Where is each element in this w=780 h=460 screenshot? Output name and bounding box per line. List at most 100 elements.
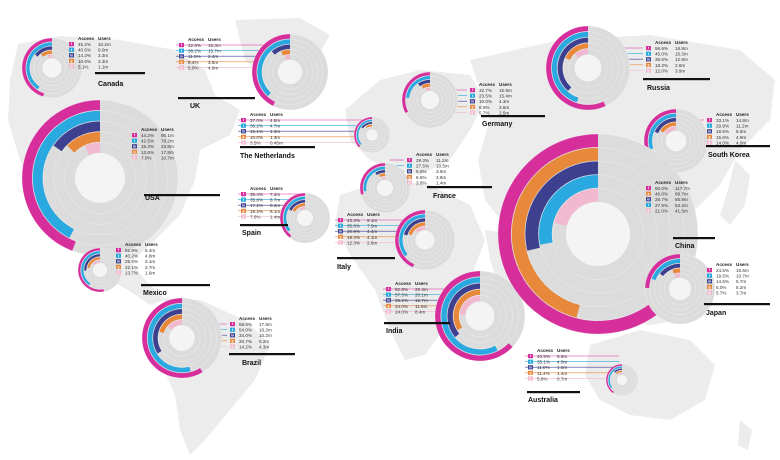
spain-access-value: 17.2% bbox=[250, 203, 263, 208]
brazil-users-value: 17.8m bbox=[259, 322, 272, 327]
pinterest-icon bbox=[707, 290, 712, 295]
india-ring-google-plus bbox=[453, 289, 480, 331]
pinterest-icon bbox=[407, 180, 412, 185]
russia-users-value: 18.8m bbox=[675, 46, 688, 51]
south-korea-ring-facebook bbox=[644, 109, 676, 157]
twitter-glyph: t bbox=[648, 203, 650, 207]
the-netherlands-stats-table: Access Users f 37.0% 4.8m t 36.2% 4.7m in 15.1% 1.… bbox=[240, 112, 315, 160]
twitter-glyph: t bbox=[232, 328, 234, 332]
russia-users-value: 12.9m bbox=[675, 57, 688, 62]
australia-users-value: 1.5m bbox=[557, 365, 567, 370]
mexico-chart-hole bbox=[92, 262, 108, 278]
usa-chart bbox=[21, 99, 179, 257]
pinterest-icon bbox=[646, 208, 651, 213]
uk-ring-google-plus bbox=[281, 49, 290, 56]
china-access-value: 46.0% bbox=[655, 192, 668, 197]
the-netherlands-ring-linkedin bbox=[361, 121, 372, 129]
china-ring-facebook bbox=[497, 134, 657, 335]
pinterest-icon bbox=[69, 64, 74, 69]
south-korea-header-access: Access bbox=[716, 112, 733, 117]
spain-ring-facebook bbox=[279, 193, 305, 238]
twitter-icon bbox=[179, 48, 184, 53]
germany-ring-separator bbox=[413, 83, 447, 117]
australia-users-value: 4.0m bbox=[557, 360, 567, 365]
australia-divider-bar bbox=[527, 391, 580, 394]
uk-ring-separator bbox=[256, 38, 324, 106]
china-ring-separator bbox=[497, 133, 699, 335]
russia-stats-table: Access Users f 56.9% 18.8m t 45.0% 15.3m in 38.6%… bbox=[643, 40, 710, 92]
mexico-ring-separator bbox=[89, 259, 111, 281]
germany-divider-bar bbox=[481, 115, 545, 118]
china-ring-linkedin bbox=[525, 161, 598, 251]
linkedin-glyph: in bbox=[117, 259, 120, 263]
google-plus-icon bbox=[646, 191, 651, 196]
spain-ring-google-plus bbox=[292, 203, 305, 212]
linkedin-icon bbox=[707, 129, 712, 134]
mexico-users-value: 1.6m bbox=[145, 270, 155, 275]
spain-users-value: 5.1m bbox=[270, 209, 280, 214]
usa-ring-separator bbox=[53, 131, 147, 225]
linkedin-glyph: in bbox=[180, 54, 183, 58]
the-netherlands-users-value: 1.3m bbox=[270, 135, 280, 140]
india-access-value: 57.5% bbox=[395, 293, 408, 298]
canada-users-value: 3.3m bbox=[98, 53, 108, 58]
india-header-users: Users bbox=[415, 281, 428, 286]
mexico-access-value: 25.6% bbox=[125, 259, 138, 264]
india-ring-separator bbox=[459, 295, 501, 337]
france-ring-pinterest bbox=[382, 176, 385, 180]
linkedin-glyph: in bbox=[529, 365, 532, 369]
australia-access-value: 11.4% bbox=[537, 371, 550, 376]
usa-divider-bar bbox=[144, 194, 220, 197]
usa-country-label: USA bbox=[145, 195, 160, 202]
russia-access-value: 45.0% bbox=[655, 52, 668, 57]
brazil-header-users: Users bbox=[259, 316, 272, 321]
south-korea-stats-table: Access Users f 33.1% 14.8m t 29.9% 11.2m in 18.5%… bbox=[706, 112, 770, 159]
germany-chart bbox=[401, 71, 459, 129]
france-chart bbox=[359, 162, 411, 214]
france-divider-bar bbox=[427, 186, 492, 189]
canada-chart bbox=[21, 37, 83, 99]
the-netherlands-header-users: Users bbox=[270, 112, 283, 117]
google-plus-icon bbox=[470, 104, 475, 109]
twitter-icon bbox=[707, 273, 712, 278]
italy-ring-linkedin bbox=[403, 218, 425, 236]
india-ring-separator bbox=[440, 276, 520, 356]
uk-chart bbox=[251, 33, 329, 111]
germany-access-value: 5.7% bbox=[479, 110, 489, 115]
france-stats-table: Access Users f 29.3% 11.2m t 27.5% 10.5m in 9.0% 3… bbox=[407, 152, 492, 200]
australia-ring-separator bbox=[607, 365, 637, 395]
russia-chart bbox=[545, 25, 631, 111]
brazil-stats-table: Access Users f 58.6% 17.8m t 54.0% 16.2m in 34.0%… bbox=[229, 316, 295, 367]
australia-ring-pinterest bbox=[619, 372, 622, 375]
pinterest-icon bbox=[241, 140, 246, 145]
linkedin-glyph: in bbox=[647, 57, 650, 61]
germany-ring-linkedin bbox=[418, 79, 430, 87]
twitter-glyph: t bbox=[648, 52, 650, 56]
the-netherlands-divider-bar bbox=[240, 146, 315, 149]
japan-access-value: 6.0% bbox=[716, 285, 726, 290]
linkedin-icon bbox=[646, 57, 651, 62]
india-ring-separator bbox=[447, 283, 513, 349]
india-users-value: 22.4m bbox=[415, 287, 428, 292]
australia-ring-google-plus bbox=[615, 370, 622, 375]
mexico-users-value: 2.7m bbox=[145, 265, 155, 270]
uk-ring-twitter bbox=[257, 39, 290, 97]
the-netherlands-ring-separator bbox=[356, 119, 388, 151]
facebook-icon bbox=[386, 287, 391, 292]
the-netherlands-users-value: 4.8m bbox=[270, 118, 280, 123]
spain-ring-pinterest bbox=[299, 206, 305, 211]
pinterest-icon bbox=[646, 68, 651, 73]
the-netherlands-users-value: 0.45m bbox=[270, 140, 283, 145]
google-plus-icon bbox=[338, 234, 343, 239]
facebook-icon bbox=[338, 218, 343, 223]
twitter-glyph: t bbox=[181, 49, 183, 53]
japan-ring-linkedin bbox=[659, 263, 680, 277]
the-netherlands-ring-facebook bbox=[354, 117, 372, 148]
india-users-value: 20.1m bbox=[415, 293, 428, 298]
twitter-glyph: t bbox=[243, 198, 245, 202]
japan-users-value: 5.2m bbox=[736, 285, 746, 290]
south-korea-ring-separator bbox=[648, 113, 704, 169]
uk-ring-separator bbox=[267, 49, 313, 95]
italy-users-value: 9.1m bbox=[367, 218, 377, 223]
pinterest-glyph: p bbox=[340, 241, 342, 245]
